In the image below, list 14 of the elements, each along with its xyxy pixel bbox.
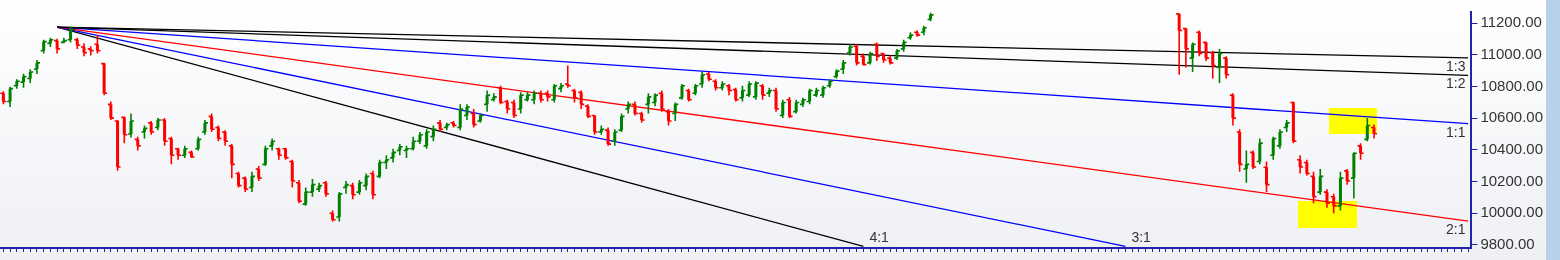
series-label: 3:1 — [1131, 229, 1152, 246]
y-tick-label: 10000.00 — [1480, 203, 1544, 221]
series-label: 4:1 — [869, 229, 890, 246]
y-tick-label: 10800.00 — [1480, 76, 1544, 94]
series-label: 1:3 — [1445, 57, 1466, 74]
series-label: 2:1 — [1445, 220, 1466, 237]
y-tick-label: 10200.00 — [1480, 171, 1544, 189]
series-label: 1:2 — [1445, 75, 1466, 92]
y-tick-label: 10600.00 — [1480, 108, 1544, 126]
y-tick-label: 9800.00 — [1480, 234, 1535, 252]
series-label: 1:1 — [1445, 123, 1466, 140]
y-tick-label: 10400.00 — [1480, 139, 1544, 157]
y-tick-label: 11200.00 — [1480, 13, 1542, 31]
y-tick-label: 11000.00 — [1480, 44, 1542, 62]
